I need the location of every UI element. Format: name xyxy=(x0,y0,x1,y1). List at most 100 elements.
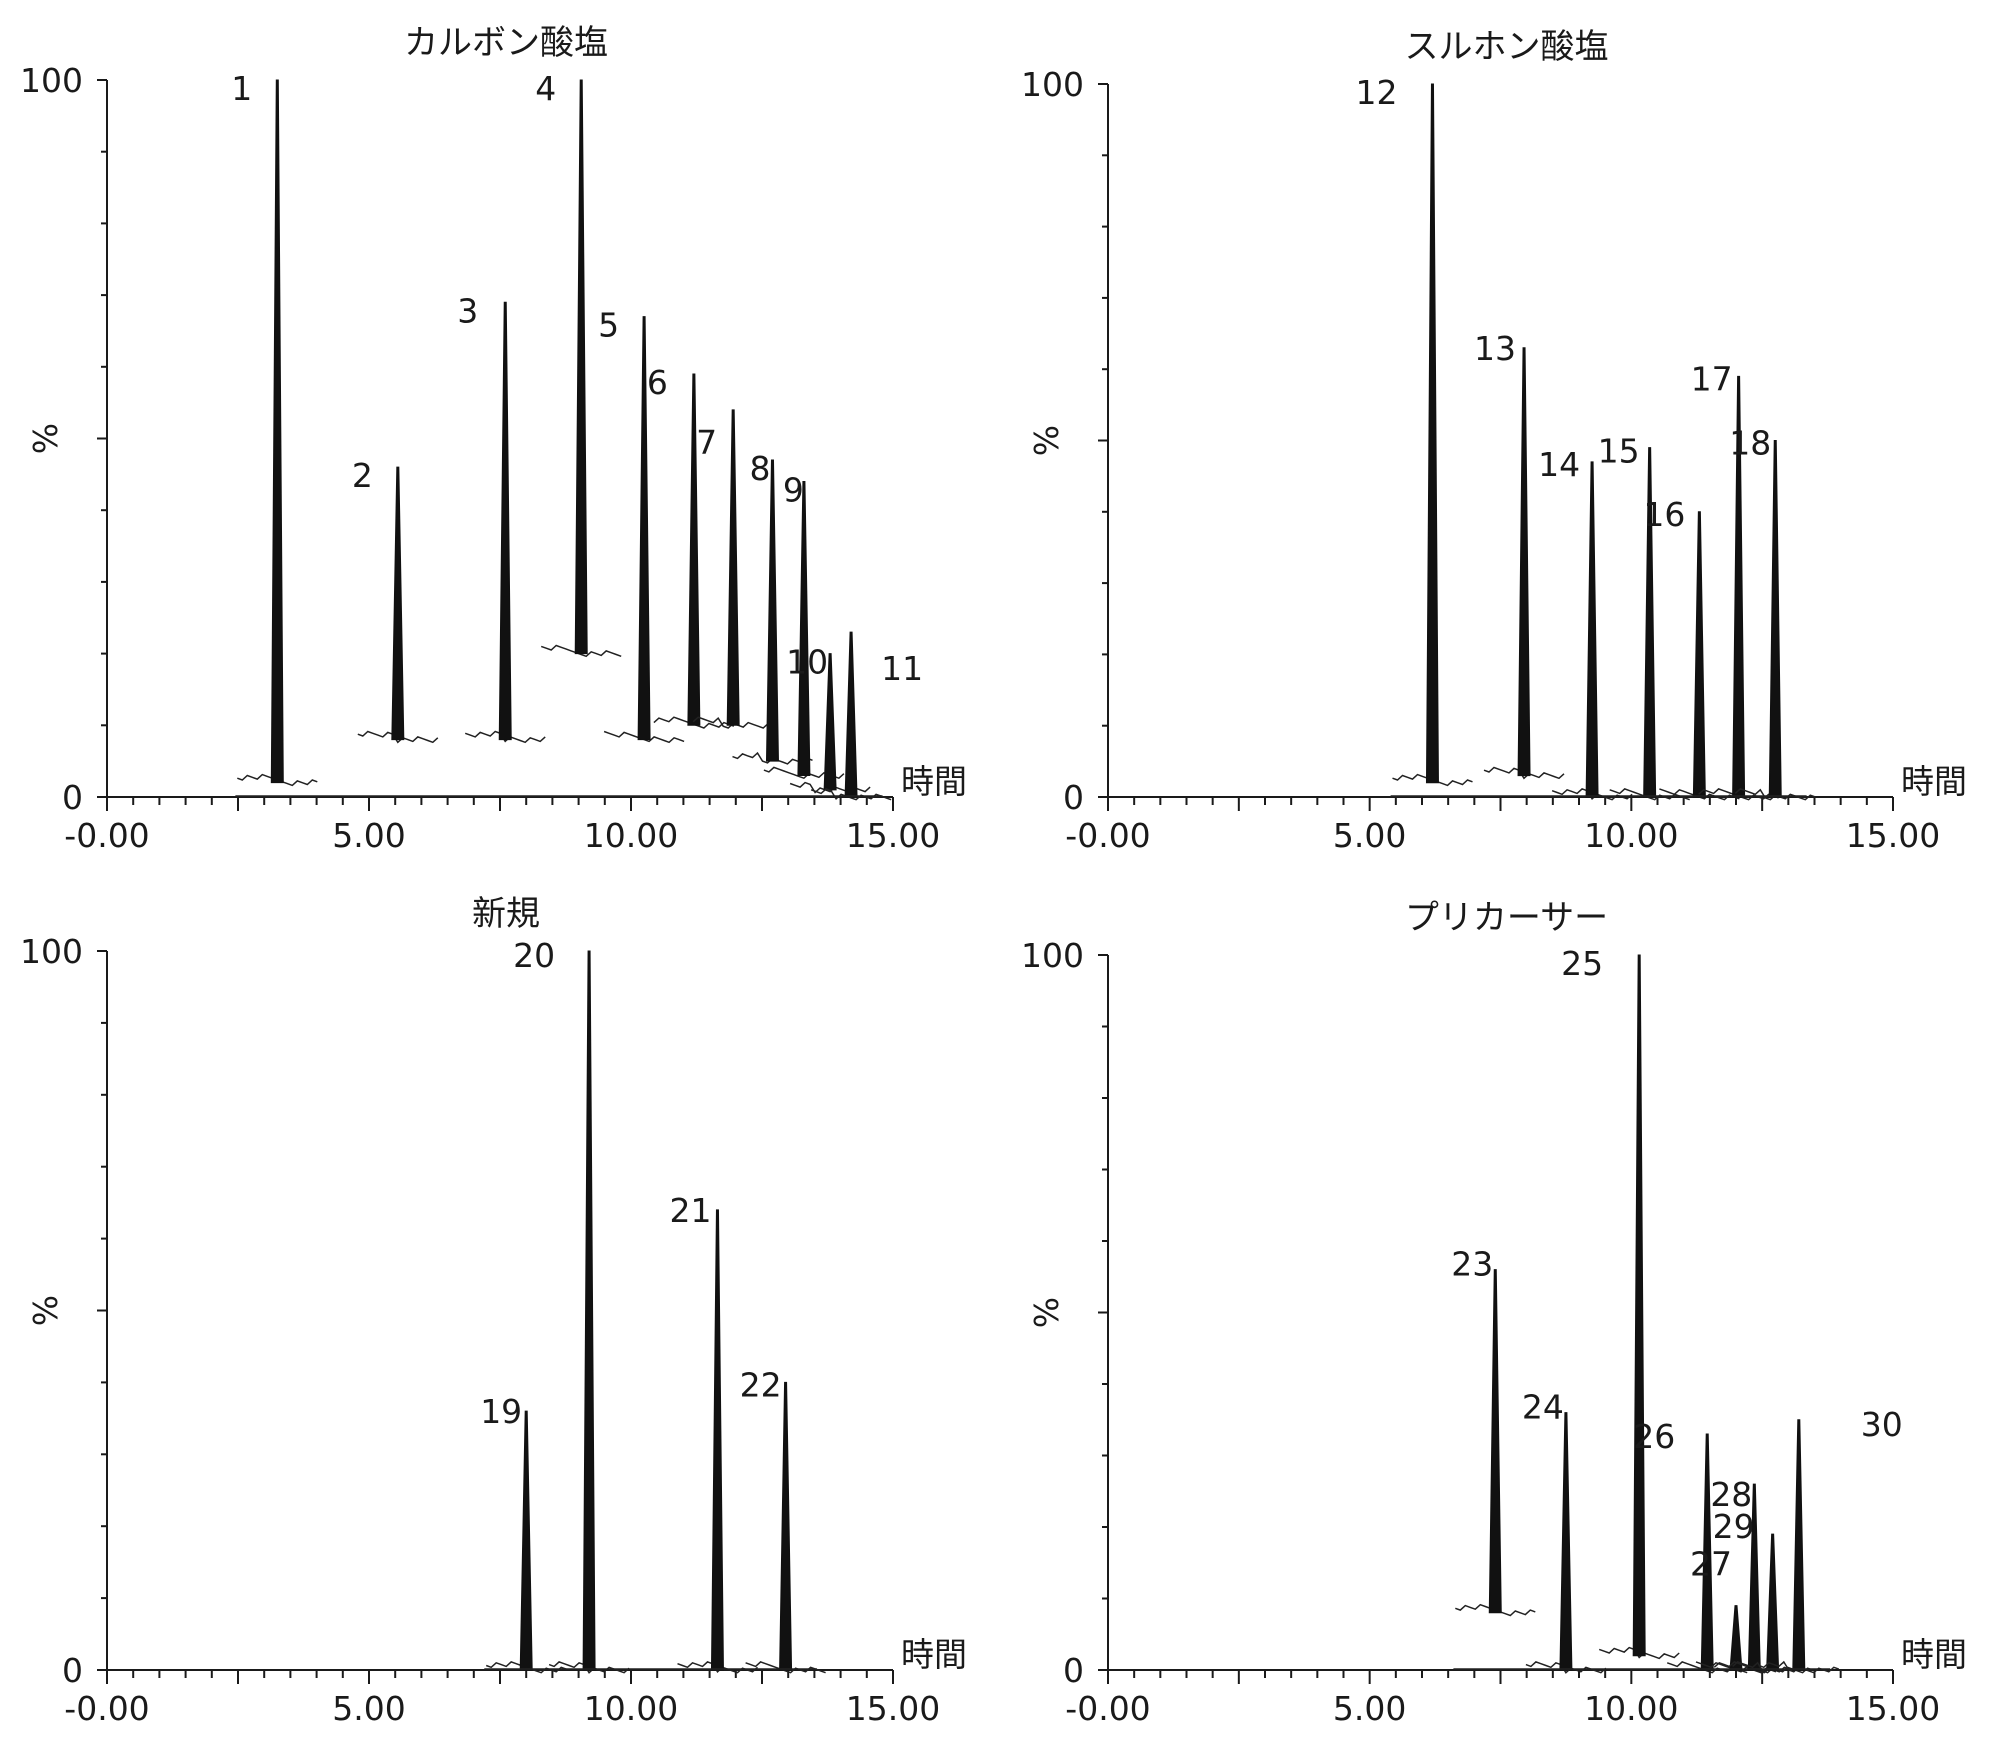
x-tick-label: 5.00 xyxy=(332,816,405,855)
x-tick-label: 5.00 xyxy=(1333,816,1406,855)
chart-title: 新規 xyxy=(472,894,540,934)
peak-4 xyxy=(574,79,588,655)
peak-label-7: 7 xyxy=(696,423,717,462)
chart-title: プリカーサー xyxy=(1405,898,1608,938)
peak-6 xyxy=(687,373,701,726)
peak-label-19: 19 xyxy=(480,1392,522,1431)
peak-label-20: 20 xyxy=(513,936,555,975)
y-tick-label: 100 xyxy=(20,61,83,100)
x-tick-label: 10.00 xyxy=(584,816,678,855)
y-tick-label: 0 xyxy=(1063,778,1084,817)
chart-title: スルホン酸塩 xyxy=(1405,27,1609,67)
peak-16 xyxy=(1692,511,1706,798)
peak-label-9: 9 xyxy=(783,471,804,510)
peak-14 xyxy=(1585,461,1599,798)
peak-2 xyxy=(391,466,405,741)
y-tick-label: 100 xyxy=(1021,65,1084,104)
x-axis-label: 時間 xyxy=(1901,1635,1967,1674)
peak-11 xyxy=(844,631,858,798)
peak-label-5: 5 xyxy=(598,306,619,345)
y-axis-label: % xyxy=(1027,1297,1066,1328)
peak-label-23: 23 xyxy=(1451,1245,1493,1284)
y-tick-label: 0 xyxy=(1063,1651,1084,1690)
peak-24 xyxy=(1559,1412,1573,1671)
y-tick-label: 0 xyxy=(62,778,83,817)
peak-29 xyxy=(1766,1533,1780,1671)
peak-label-1: 1 xyxy=(231,69,252,108)
baseline-trace xyxy=(745,1661,826,1674)
x-tick-label: 10.00 xyxy=(1584,1689,1678,1728)
x-tick-label: 10.00 xyxy=(1584,816,1678,855)
peak-7 xyxy=(726,409,740,726)
peak-label-30: 30 xyxy=(1861,1405,1903,1444)
x-axis-label: 時間 xyxy=(901,1635,967,1674)
peak-28 xyxy=(1747,1483,1761,1671)
peak-label-25: 25 xyxy=(1561,944,1603,983)
peak-3 xyxy=(498,301,512,741)
peak-label-6: 6 xyxy=(647,363,668,402)
peak-label-27: 27 xyxy=(1690,1545,1732,1584)
peak-label-29: 29 xyxy=(1713,1507,1755,1546)
x-axis-label: 時間 xyxy=(1901,762,1967,801)
baseline-trace xyxy=(1609,788,1690,801)
peak-25 xyxy=(1632,954,1646,1657)
peak-label-14: 14 xyxy=(1538,445,1580,484)
y-tick-label: 100 xyxy=(20,932,83,971)
x-tick-label: -0.00 xyxy=(64,1689,149,1728)
peak-label-11: 11 xyxy=(881,649,923,688)
chart-title: カルボン酸塩 xyxy=(404,23,608,63)
peak-21 xyxy=(710,1209,724,1671)
y-axis-label: % xyxy=(1027,425,1066,456)
peak-8 xyxy=(765,459,779,762)
x-tick-label: 15.00 xyxy=(1846,816,1940,855)
chromatogram-panel-1: カルボン酸塩 0 100% -0.00 5.00 10.00 15.00 時間 1 2 3 4 5678… xyxy=(20,23,967,855)
peak-label-28: 28 xyxy=(1710,1475,1752,1514)
peak-22 xyxy=(779,1381,793,1671)
peak-label-2: 2 xyxy=(352,456,373,495)
peak-10 xyxy=(823,653,837,791)
chromatogram-panel-2: スルホン酸塩 0 100% -0.00 5.00 10.00 15.00 時間 12 13 14 15… xyxy=(1021,27,1967,855)
peak-1 xyxy=(270,79,284,784)
x-tick-label: 10.00 xyxy=(584,1689,678,1728)
peak-5 xyxy=(637,316,651,741)
baseline-trace xyxy=(810,788,892,801)
baseline-trace xyxy=(1598,1646,1680,1660)
peak-15 xyxy=(1643,447,1657,798)
peak-27 xyxy=(1729,1605,1743,1671)
peak-label-8: 8 xyxy=(749,449,770,488)
peak-20 xyxy=(582,950,596,1671)
chromatogram-panel-4: プリカーサー 0 100% -0.00 5.00 10.00 15.00 時間 23 24 25 26… xyxy=(1021,898,1967,1728)
y-axis-label: % xyxy=(26,1295,65,1326)
peak-label-13: 13 xyxy=(1474,329,1516,368)
peak-label-3: 3 xyxy=(457,291,478,330)
peak-label-18: 18 xyxy=(1729,424,1771,463)
peak-12 xyxy=(1425,83,1439,784)
x-tick-label: 15.00 xyxy=(846,1689,940,1728)
peak-label-4: 4 xyxy=(535,69,556,108)
peak-26 xyxy=(1700,1433,1714,1671)
peak-label-16: 16 xyxy=(1643,495,1685,534)
peak-label-26: 26 xyxy=(1633,1417,1675,1456)
x-tick-label: 15.00 xyxy=(846,816,940,855)
x-tick-label: -0.00 xyxy=(1065,816,1150,855)
peak-13 xyxy=(1517,347,1531,777)
x-tick-label: 5.00 xyxy=(1333,1689,1406,1728)
x-axis-label: 時間 xyxy=(901,762,967,801)
baseline-trace xyxy=(1483,766,1565,780)
peak-label-24: 24 xyxy=(1522,1388,1564,1427)
peak-label-15: 15 xyxy=(1598,432,1640,471)
peak-label-17: 17 xyxy=(1691,359,1733,398)
peak-30 xyxy=(1792,1419,1806,1671)
baseline-trace xyxy=(540,644,622,658)
baseline-trace xyxy=(464,730,546,744)
peak-18 xyxy=(1768,440,1782,798)
baseline-trace xyxy=(357,730,439,744)
peak-label-12: 12 xyxy=(1355,73,1397,112)
x-tick-label: 5.00 xyxy=(332,1689,405,1728)
chromatogram-panel-3: 新規 0 100% -0.00 5.00 10.00 15.00 時間 19 20 21 22 xyxy=(20,894,967,1728)
y-tick-label: 100 xyxy=(1021,936,1084,975)
x-tick-label: -0.00 xyxy=(64,816,149,855)
peak-17 xyxy=(1732,375,1746,798)
peak-label-21: 21 xyxy=(669,1191,711,1230)
